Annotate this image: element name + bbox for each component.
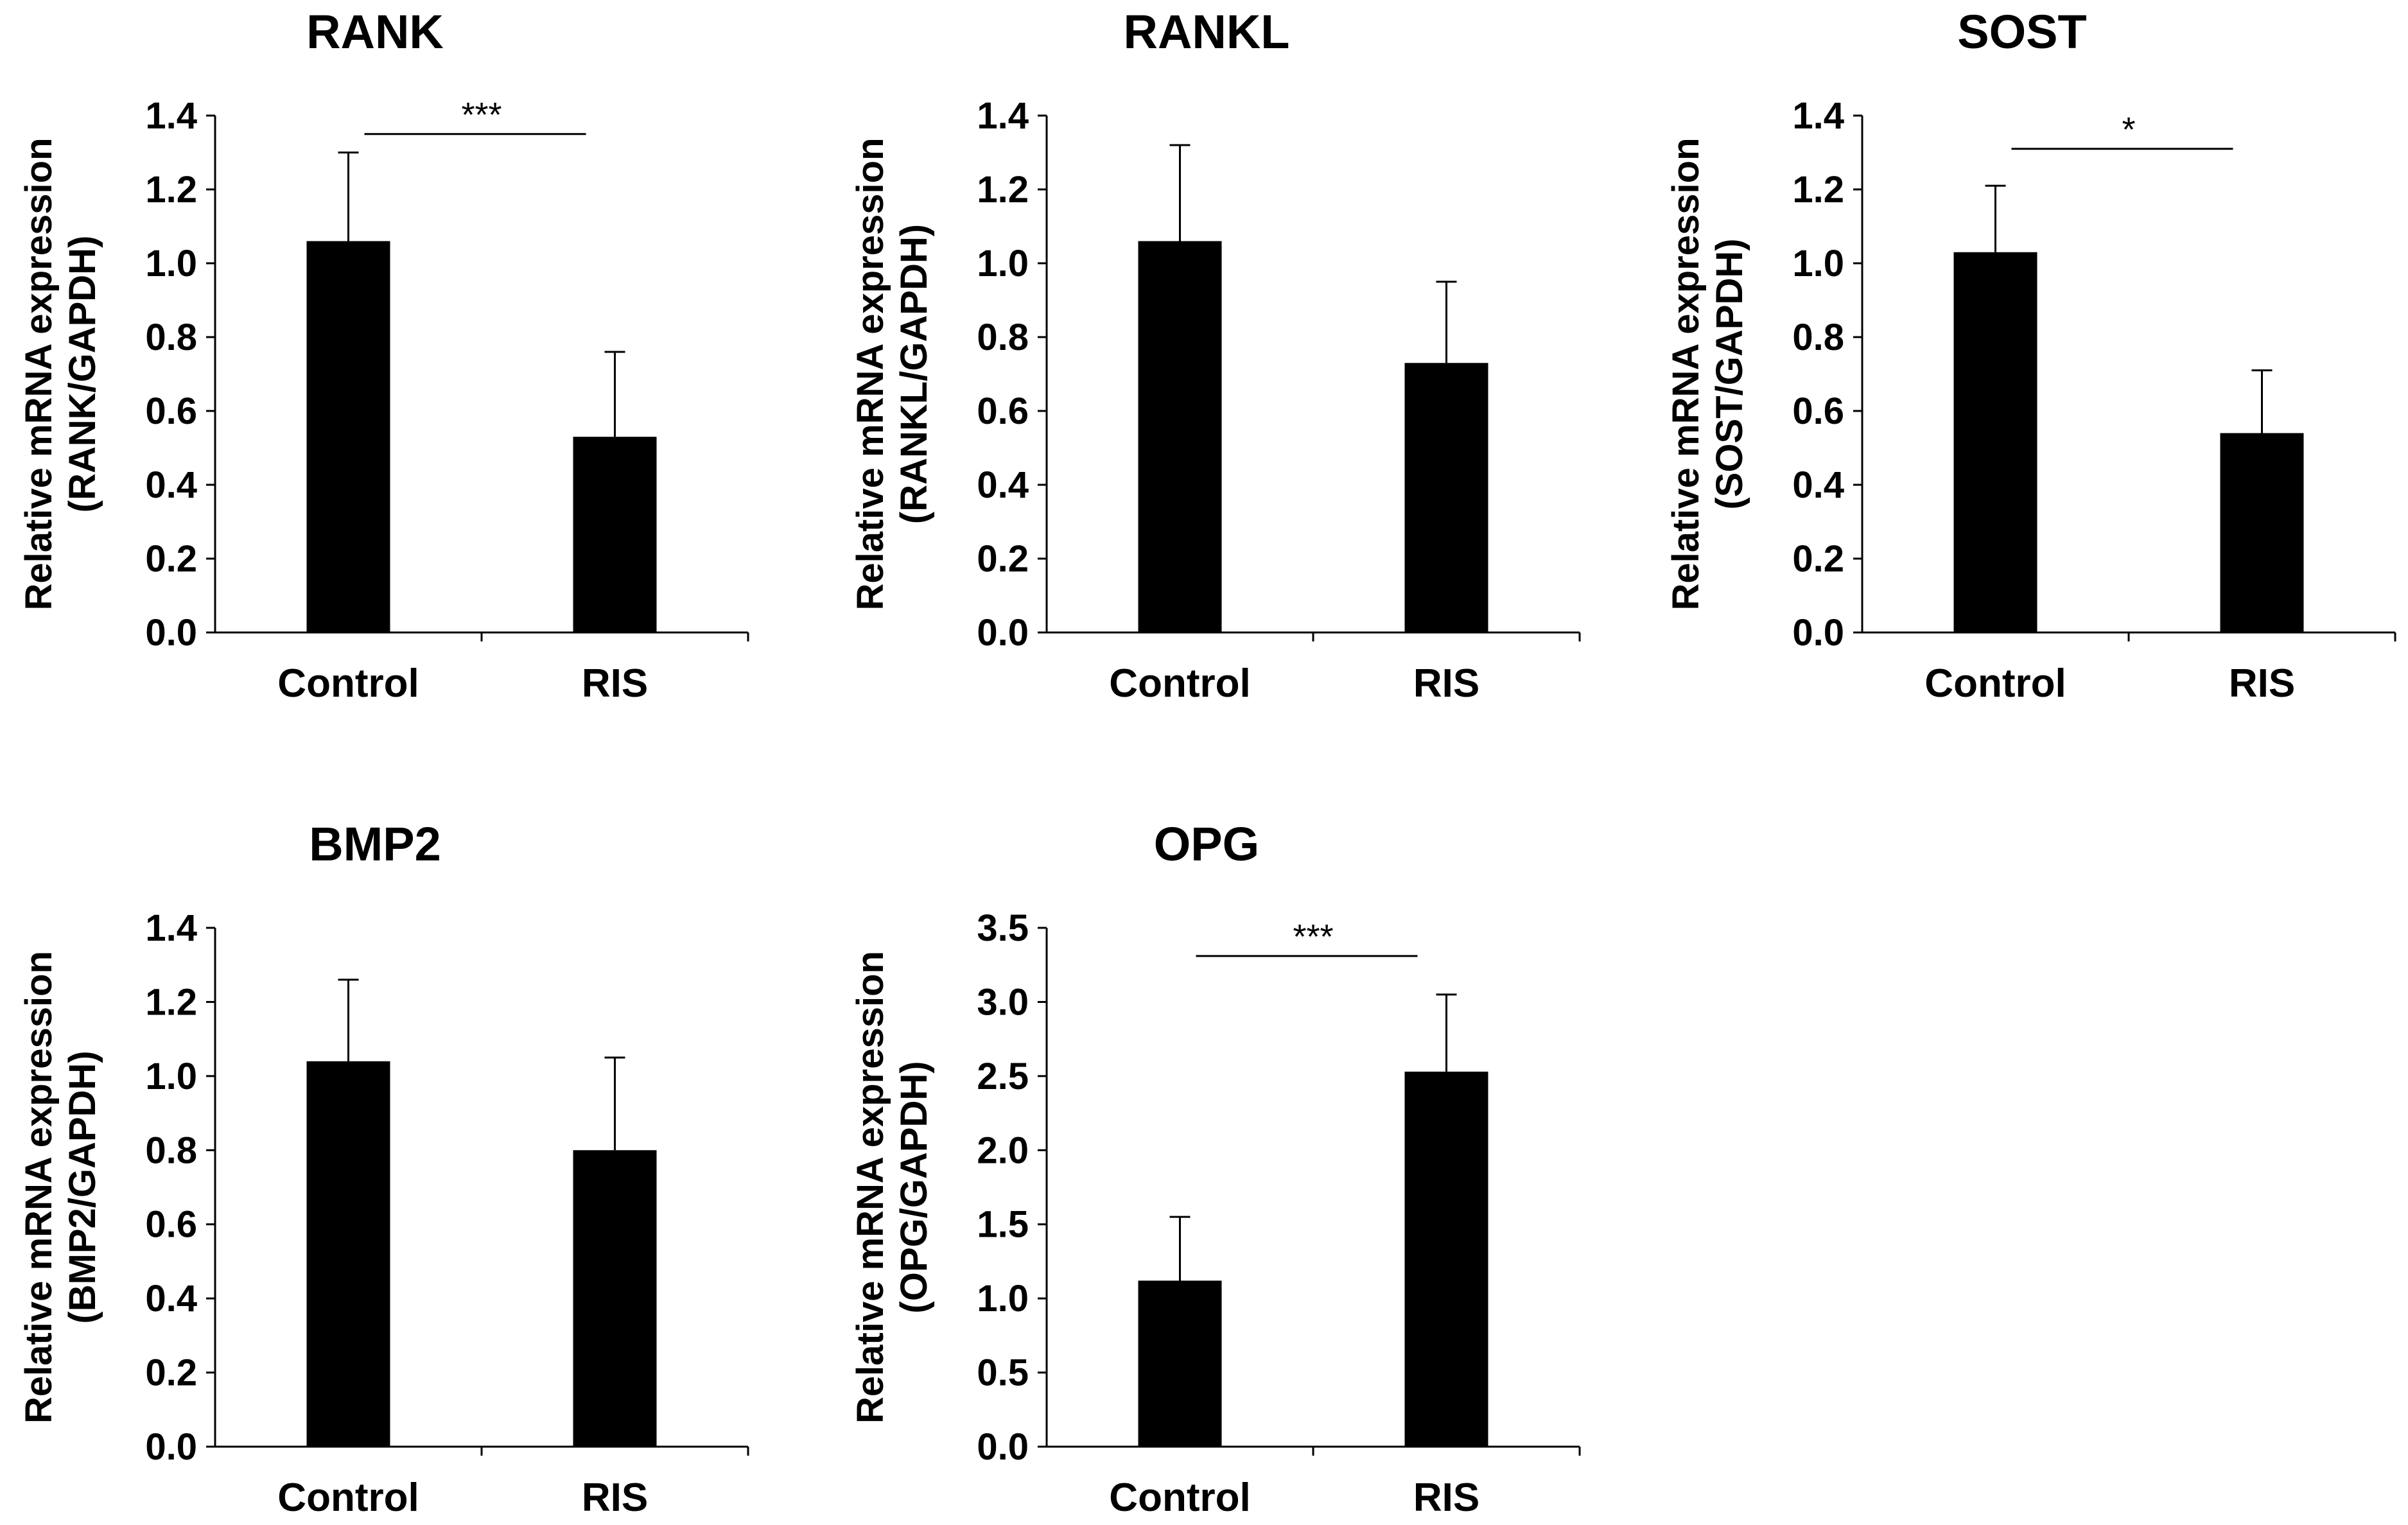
y-axis-label: Relative mRNA expression: [18, 951, 60, 1424]
y-tick-label: 0.0: [977, 612, 1029, 654]
significance-label: ***: [1293, 918, 1333, 956]
y-tick-label: 1.4: [1792, 95, 1844, 137]
y-axis-label: Relative mRNA expression: [850, 137, 891, 610]
category-label: RIS: [1413, 1476, 1479, 1520]
category-label: Control: [1109, 1476, 1250, 1520]
chart-title: RANK: [306, 5, 444, 58]
chart-title: RANKL: [1124, 5, 1290, 58]
category-label: RIS: [582, 1476, 648, 1520]
significance-label: ***: [461, 96, 502, 134]
y-tick-label: 1.4: [977, 95, 1029, 137]
y-tick-label: 0.6: [145, 390, 197, 432]
y-tick-label: 1.2: [145, 981, 197, 1023]
y-tick-label: 0.6: [977, 390, 1029, 432]
y-axis-label: (SOST/GAPDH): [1709, 238, 1750, 509]
y-tick-label: 0.0: [145, 612, 197, 654]
y-tick-label: 1.4: [145, 95, 197, 137]
y-tick-label: 2.5: [977, 1056, 1029, 1097]
y-tick-label: 0.8: [1792, 317, 1844, 358]
chart-rank: RANK 0.0 0.2 0.4 0.6 0.8 1.0 1.2 1.4 Relative mRN…: [18, 5, 749, 706]
bar-ris: [573, 437, 657, 632]
y-tick-label: 0.5: [977, 1352, 1029, 1394]
y-axis-label: Relative mRNA expression: [850, 951, 891, 1424]
category-label: Control: [1109, 661, 1250, 706]
bar-ris: [2220, 433, 2304, 632]
y-tick-label: 0.4: [1792, 464, 1844, 506]
y-tick-label: 0.2: [145, 538, 197, 580]
y-axis-label: (RANK/GAPDH): [62, 236, 103, 513]
y-tick-label: 1.5: [977, 1204, 1029, 1246]
chart-title: SOST: [1957, 5, 2086, 58]
y-tick-label: 1.2: [1792, 169, 1844, 211]
y-tick-label: 1.0: [145, 1056, 197, 1097]
y-tick-label: 0.2: [145, 1352, 197, 1394]
bar-control: [306, 241, 390, 632]
y-axis-label: Relative mRNA expression: [18, 137, 60, 610]
y-tick-label: 0.6: [1792, 390, 1844, 432]
y-tick-label: 1.0: [977, 243, 1029, 284]
category-label: Control: [1924, 661, 2066, 706]
bar-control: [1953, 252, 2037, 632]
chart-rankl: RANKL 0.0 0.2 0.4 0.6 0.8 1.0 1.2 1.4 Relative mR…: [850, 5, 1581, 706]
y-tick-label: 0.0: [1792, 612, 1844, 654]
y-tick-label: 0.4: [977, 464, 1029, 506]
y-axis-label: Relative mRNA expression: [1665, 137, 1707, 610]
chart-opg: OPG 0.0 0.5 1.0 1.5 2.0 2.5 3.0 3.5 Relative mRNA…: [850, 817, 1581, 1520]
y-tick-label: 0.0: [145, 1426, 197, 1468]
chart-sost: SOST 0.0 0.2 0.4 0.6 0.8 1.0 1.2 1.4 Relative mRN…: [1665, 5, 2396, 706]
y-tick-label: 1.0: [977, 1278, 1029, 1320]
y-tick-label: 1.2: [145, 169, 197, 211]
bar-control: [1138, 1280, 1222, 1447]
chart-title: OPG: [1154, 817, 1259, 871]
category-label: RIS: [582, 661, 648, 706]
y-tick-label: 0.2: [1792, 538, 1844, 580]
y-tick-label: 0.8: [145, 317, 197, 358]
y-tick-label: 1.0: [145, 243, 197, 284]
bar-control: [1138, 241, 1222, 632]
y-tick-label: 2.0: [977, 1129, 1029, 1171]
y-axis-label: (OPG/GAPDH): [893, 1061, 935, 1313]
category-label: Control: [277, 1476, 419, 1520]
y-tick-label: 0.8: [145, 1129, 197, 1171]
y-tick-label: 3.0: [977, 981, 1029, 1023]
y-tick-label: 0.4: [145, 464, 197, 506]
y-tick-label: 0.8: [977, 317, 1029, 358]
category-label: RIS: [1413, 661, 1479, 706]
category-label: Control: [277, 661, 419, 706]
chart-title: BMP2: [309, 817, 441, 871]
y-axis-label: (BMP2/GAPDH): [62, 1050, 103, 1323]
y-tick-label: 3.5: [977, 907, 1029, 949]
bar-ris: [1404, 363, 1488, 632]
y-tick-label: 1.2: [977, 169, 1029, 211]
y-tick-label: 1.0: [1792, 243, 1844, 284]
y-tick-label: 0.6: [145, 1204, 197, 1246]
significance-label: *: [2122, 110, 2135, 149]
y-tick-label: 0.2: [977, 538, 1029, 580]
y-tick-label: 0.0: [977, 1426, 1029, 1468]
y-tick-label: 0.4: [145, 1278, 197, 1320]
bar-ris: [1404, 1071, 1488, 1447]
y-axis-label: (RANKL/GAPDH): [893, 224, 935, 524]
y-tick-label: 1.4: [145, 907, 197, 949]
bar-control: [306, 1061, 390, 1447]
bar-ris: [573, 1150, 657, 1447]
chart-bmp2: BMP2 0.0 0.2 0.4 0.6 0.8 1.0 1.2 1.4 Relative mRN…: [18, 817, 749, 1520]
category-label: RIS: [2229, 661, 2295, 706]
